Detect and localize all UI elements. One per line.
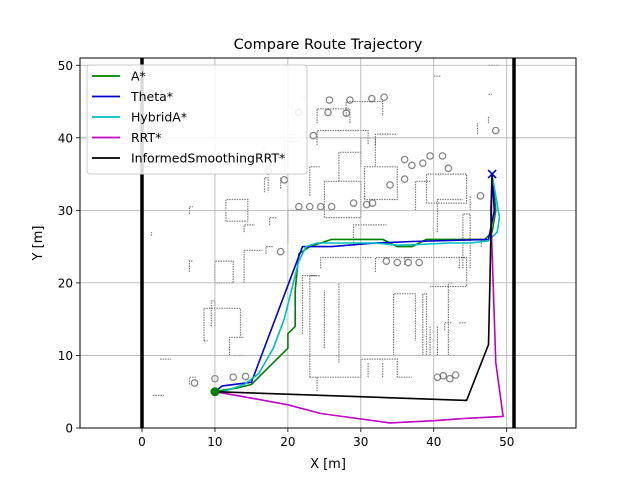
map-obstacle-outline <box>188 260 194 272</box>
map-obstacle-outline <box>425 173 468 204</box>
map-obstacle-outline <box>309 275 321 378</box>
map-obstacle-blob <box>393 258 402 267</box>
legend-label: RRT* <box>131 130 161 145</box>
map-obstacle-outline <box>228 336 245 356</box>
map-obstacle-blob <box>439 371 448 380</box>
x-axis-label: X [m] <box>310 457 346 472</box>
y-axis-ticks: 0 10 20 30 40 50 <box>58 59 80 436</box>
map-obstacle-blob <box>382 257 391 265</box>
map-obstacle-outline <box>462 213 471 269</box>
map-obstacle-blob <box>346 96 354 104</box>
map-obstacle-outline <box>309 358 412 378</box>
map-obstacle-blob <box>305 202 314 211</box>
start-marker <box>210 387 220 397</box>
map-obstacle-outline <box>422 293 428 356</box>
x-axis-ticks: 0 10 20 30 40 50 <box>138 428 514 449</box>
y-tick-label: 30 <box>58 204 73 218</box>
chart-title: Compare Route Trajectory <box>234 37 423 53</box>
map-obstacle-blob <box>241 372 250 381</box>
map-obstacle-outline <box>243 249 263 283</box>
y-tick-label: 20 <box>58 276 73 290</box>
map-obstacle-blob <box>309 131 318 140</box>
map-obstacle-blob <box>349 199 358 207</box>
legend-label: InformedSmoothingRRT* <box>131 151 285 166</box>
map-obstacle-blob <box>368 199 377 207</box>
map-obstacle-outline <box>338 151 361 182</box>
map-obstacle-blob <box>400 155 409 164</box>
map-obstacle-blob <box>451 371 460 379</box>
x-tick-label: 20 <box>280 435 295 449</box>
map-obstacle-outline <box>414 180 431 211</box>
x-tick-label: 50 <box>499 435 514 449</box>
series-line <box>214 174 504 424</box>
map-obstacle-blob <box>426 152 434 160</box>
legend-label: A* <box>131 69 146 84</box>
map-obstacle-blob <box>280 176 289 184</box>
map-obstacle-blob <box>190 379 199 387</box>
legend-label: Theta* <box>130 89 173 104</box>
series-lines <box>214 173 504 424</box>
map-obstacle-blob <box>367 94 376 103</box>
map-obstacle-outline <box>316 108 351 124</box>
map-obstacle-outline <box>263 177 269 193</box>
map-obstacle-outline <box>345 100 384 116</box>
y-tick-label: 40 <box>58 131 73 145</box>
axes-frame <box>79 57 577 429</box>
map-obstacle-blob <box>294 202 303 211</box>
map-obstacle-blob <box>327 202 336 211</box>
map-obstacle-blob <box>476 191 485 200</box>
series-line <box>214 173 501 393</box>
x-tick-label: 40 <box>426 435 441 449</box>
map-obstacle-blob <box>444 164 453 173</box>
y-tick-label: 0 <box>65 422 73 436</box>
map-obstacle-outline <box>320 256 372 269</box>
map-obstacle-blob <box>438 152 447 160</box>
map-obstacle-blob <box>445 374 454 383</box>
map-obstacle-blob <box>408 161 416 170</box>
map-obstacle-blob <box>415 258 424 267</box>
map-obstacle-blob <box>400 175 409 184</box>
map-obstacle-blob <box>491 126 500 135</box>
map-obstacle-blob <box>404 258 413 267</box>
map-obstacle-blob <box>316 202 325 211</box>
map-obstacle-blob <box>342 109 351 117</box>
map-obstacle-outline <box>309 166 321 196</box>
map-obstacle-outline <box>458 256 467 269</box>
map-obstacle-outline <box>436 198 463 233</box>
map-obstacle-blob <box>418 159 427 168</box>
map-obstacle-blob <box>380 93 389 102</box>
map-obstacle-outline <box>301 275 318 334</box>
x-tick-label: 30 <box>353 435 368 449</box>
map-obstacle-outline <box>393 293 417 356</box>
series-line <box>214 174 493 402</box>
map-obstacle-blob <box>229 373 238 382</box>
map-obstacle-outline <box>210 300 216 327</box>
map-obstacle-outline <box>203 307 242 341</box>
map-obstacle-outline <box>363 166 398 201</box>
map-obstacle-outline <box>352 224 387 243</box>
map-obstacle-outline <box>225 198 249 222</box>
y-tick-label: 50 <box>58 59 73 73</box>
x-tick-label: 10 <box>207 435 222 449</box>
legend-label: HybridA* <box>131 110 187 125</box>
route-markers <box>210 169 497 397</box>
map-obstacle-blob <box>386 181 394 189</box>
legend: A* Theta* HybridA* RRT* InformedSmoothingRRT… <box>86 64 308 175</box>
map-obstacle-blob <box>325 96 334 104</box>
goal-marker <box>487 169 497 179</box>
legend-box <box>86 64 308 175</box>
map-obstacle-blob <box>324 108 332 117</box>
x-tick-label: 0 <box>138 435 146 449</box>
map-obstacle-outline <box>374 133 398 146</box>
y-tick-label: 10 <box>58 349 73 363</box>
y-axis-label: Y [m] <box>31 226 46 262</box>
map-obstacle-blob <box>276 247 285 256</box>
